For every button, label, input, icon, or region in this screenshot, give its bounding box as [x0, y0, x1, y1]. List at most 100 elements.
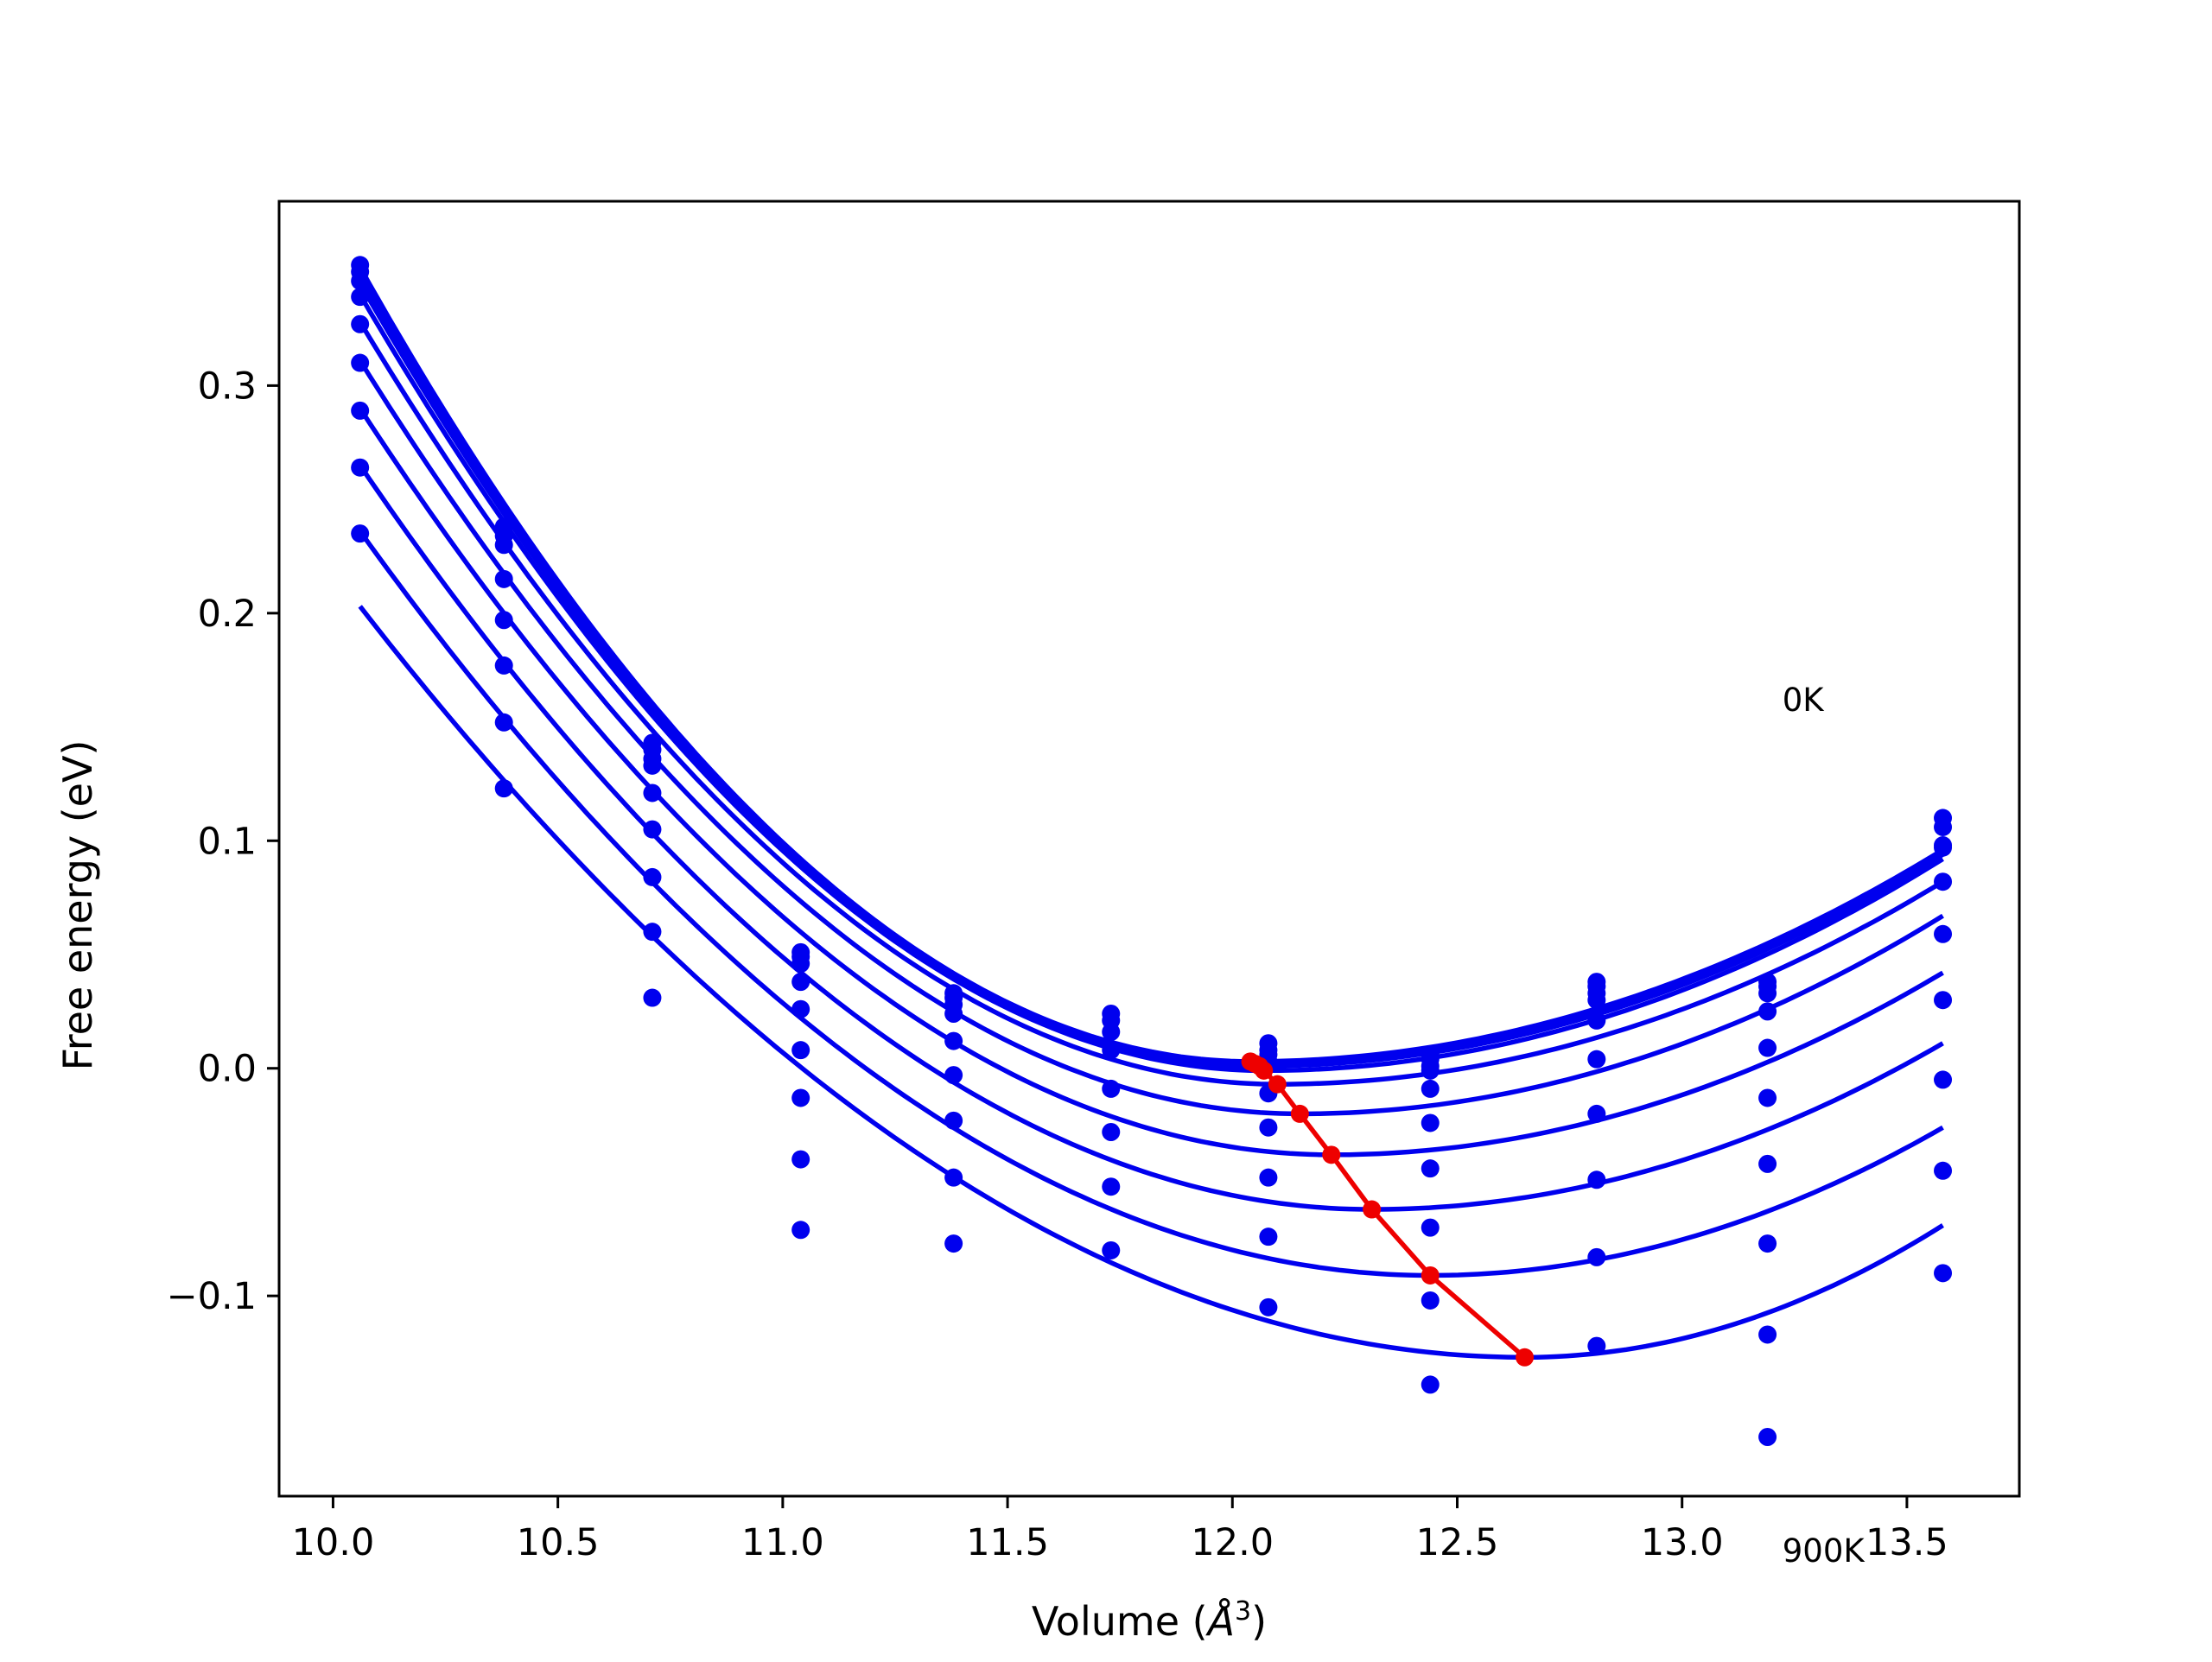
data-point-s8-7 [1259, 1227, 1278, 1246]
fit-curve-3 [358, 282, 1944, 1069]
data-point-s4-6 [1102, 1041, 1121, 1060]
fit-curve-4 [358, 293, 1944, 1074]
data-point-s5-10 [1758, 1038, 1777, 1057]
data-point-s10-10 [1758, 1428, 1777, 1447]
data-point-s6-5 [944, 1066, 963, 1085]
data-point-s9-4 [791, 1221, 810, 1240]
data-point-s6-2 [494, 656, 513, 675]
data-point-s8-1 [351, 458, 370, 477]
data-point-s3-1 [351, 271, 370, 290]
annotations: 0K 900K [1783, 682, 1866, 1570]
x-tick-label-4: 11.5 [966, 1521, 1049, 1564]
data-point-s10-9 [1587, 1336, 1606, 1355]
data-point-s5-9 [1587, 1011, 1606, 1030]
data-point-s6-7 [1259, 1118, 1278, 1137]
data-point-s4-1 [351, 288, 370, 307]
data-point-s5-5 [944, 1031, 963, 1050]
x-tick-label-5: 12.0 [1191, 1521, 1274, 1564]
y-axis-ticks: −0.1 0.0 0.1 0.2 0.3 [167, 365, 279, 1318]
data-point-s8-8 [1421, 1218, 1440, 1237]
y-axis-label: Free energy (eV) [54, 740, 101, 1071]
data-point-s7-11 [1934, 991, 1953, 1010]
data-point-s5-8 [1421, 1079, 1440, 1098]
data-point-s8-6 [1102, 1240, 1121, 1259]
data-point-s9-7 [1259, 1297, 1278, 1316]
data-point-s9-1 [351, 524, 370, 543]
minima-point-9 [1421, 1266, 1440, 1285]
data-point-s9-5 [944, 1234, 963, 1253]
data-point-s9-3 [643, 988, 662, 1007]
x-tick-label-6: 12.5 [1416, 1521, 1499, 1564]
data-point-s7-8 [1421, 1159, 1440, 1178]
data-point-s6-4 [791, 1041, 810, 1060]
fit-curve-6 [358, 358, 1944, 1117]
data-point-s4-5 [944, 1004, 963, 1023]
data-point-s5-1 [351, 314, 370, 333]
annotation-900k: 900K [1783, 1532, 1866, 1570]
fit-curve-10 [358, 605, 1944, 1361]
data-point-s6-1 [351, 353, 370, 372]
x-tick-label-1: 10.0 [292, 1521, 375, 1564]
data-point-s4-9 [1587, 991, 1606, 1010]
data-point-s7-6 [1102, 1177, 1121, 1196]
minima-point-4 [1255, 1061, 1274, 1080]
data-point-s2-11 [1934, 817, 1953, 836]
data-point-s6-10 [1758, 1088, 1777, 1107]
data-point-s9-8 [1421, 1291, 1440, 1310]
fit-curve-7 [358, 407, 1944, 1158]
x-axis-ticks: 10.0 10.5 11.0 11.5 12.0 12.5 13.0 13.5 [292, 1496, 1948, 1564]
annotation-0k: 0K [1783, 682, 1826, 719]
data-point-s3-4 [791, 955, 810, 974]
data-point-s8-4 [791, 1150, 810, 1169]
data-point-s3-10 [1758, 984, 1777, 1003]
data-point-s6-11 [1934, 924, 1953, 943]
data-point-s5-4 [791, 999, 810, 1018]
fit-curve-9 [358, 530, 1944, 1278]
data-point-s7-3 [643, 867, 662, 886]
fit-curves [358, 266, 1944, 1361]
data-point-s9-11 [1934, 1161, 1953, 1180]
fit-curve-5 [358, 320, 1944, 1087]
data-point-s5-11 [1934, 872, 1953, 891]
data-point-s3-6 [1102, 1023, 1121, 1042]
minima-point-8 [1363, 1200, 1382, 1219]
data-point-s9-9 [1587, 1247, 1606, 1266]
data-point-s8-10 [1758, 1234, 1777, 1253]
y-tick-label-5: 0.3 [198, 365, 257, 408]
data-point-s4-8 [1421, 1061, 1440, 1080]
data-point-s7-7 [1259, 1168, 1278, 1187]
x-tick-label-3: 11.0 [741, 1521, 824, 1564]
data-point-s3-2 [494, 536, 513, 555]
data-point-s6-9 [1587, 1050, 1606, 1069]
y-tick-label-2: 0.0 [198, 1048, 257, 1091]
data-point-s7-4 [791, 1088, 810, 1107]
data-point-s7-1 [351, 401, 370, 420]
minima-curve-group [1241, 1052, 1535, 1367]
plot-frame [277, 200, 2021, 1498]
minima-point-7 [1322, 1145, 1341, 1164]
data-point-s8-2 [494, 779, 513, 798]
data-point-s8-9 [1587, 1170, 1606, 1189]
data-point-s7-2 [494, 713, 513, 732]
data-point-s4-11 [1934, 838, 1953, 857]
minima-point-10 [1516, 1348, 1535, 1367]
data-point-s5-3 [643, 783, 662, 802]
x-tick-label-2: 10.5 [517, 1521, 600, 1564]
minima-point-6 [1290, 1104, 1309, 1123]
data-point-s8-11 [1934, 1070, 1953, 1089]
y-tick-label-4: 0.2 [198, 593, 257, 636]
data-point-s4-3 [643, 756, 662, 775]
data-point-s10-8 [1421, 1375, 1440, 1394]
data-point-s4-4 [791, 973, 810, 992]
data-point-s6-3 [643, 820, 662, 839]
data-point-s4-10 [1758, 1002, 1777, 1021]
y-tick-label-3: 0.1 [198, 820, 257, 863]
data-point-s9-10 [1758, 1325, 1777, 1344]
data-point-s8-3 [643, 923, 662, 942]
data-point-s8-5 [944, 1168, 963, 1187]
x-tick-label-7: 13.0 [1641, 1521, 1724, 1564]
data-point-s6-6 [1102, 1122, 1121, 1141]
data-point-s5-6 [1102, 1079, 1121, 1098]
data-point-s10-11 [1934, 1264, 1953, 1283]
